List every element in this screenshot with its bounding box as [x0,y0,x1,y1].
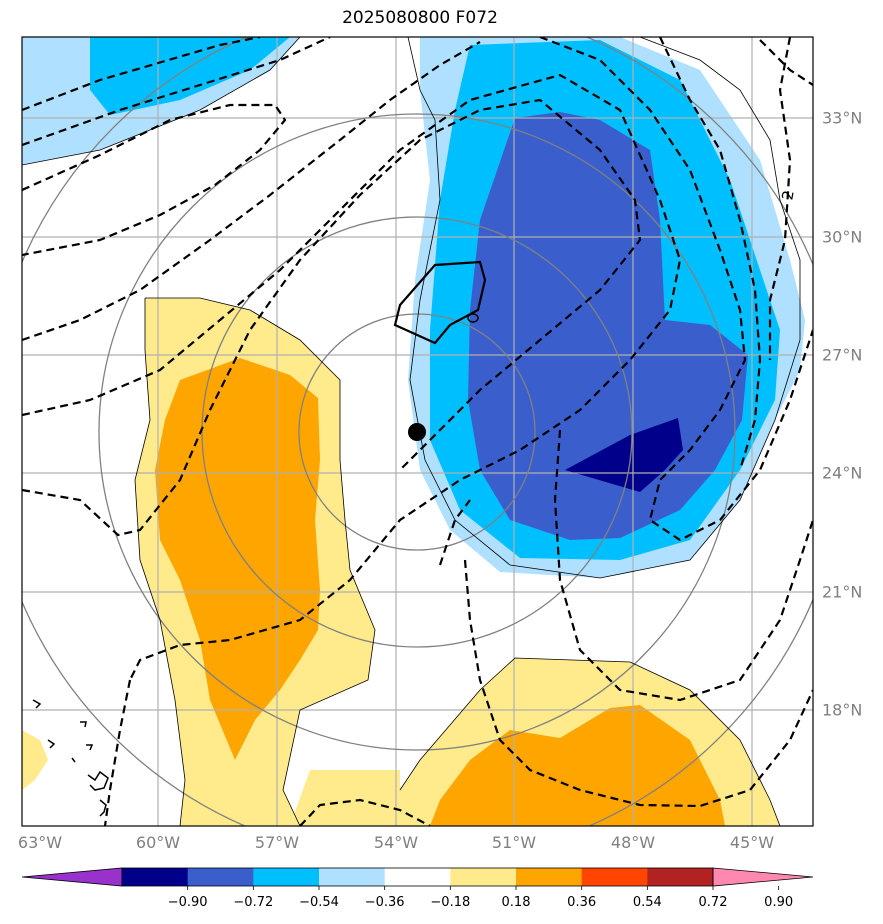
map-title: 2025080800 F072 [342,8,498,28]
lat-label-27n: 27°N [822,345,863,365]
colorbar-tick-label: 0.54 [632,895,662,910]
colorbar-segment [384,868,451,886]
lon-label-48w: 48°W [610,833,656,852]
colorbar-extend-high [712,867,814,887]
shading-orange-south [430,705,725,826]
lon-label-60w: 60°W [135,833,181,852]
colorbar-tick-label: 0.18 [501,895,531,910]
colorbar-outline [121,867,714,887]
colorbar-tick-label: 0.36 [567,895,597,910]
colorbar-tick-label: 0.72 [698,895,728,910]
map-frame [21,36,814,827]
shading-yellow-sw [22,730,48,790]
range-rings [22,37,813,826]
islands [32,699,109,817]
lon-label-63w: 63°W [17,833,63,852]
lon-label-57w: 57°W [254,833,300,852]
lon-label-45w: 45°W [729,833,775,852]
lat-label-33n: 33°N [822,108,863,128]
shading-orange-west [155,358,320,760]
small-contour [467,313,479,323]
lat-label-24n: 24°N [822,463,863,483]
colorbar-segment [647,868,714,886]
colorbar-tick-label: −0.18 [430,895,471,910]
colorbar [21,867,814,890]
colorbar-segment [122,868,189,886]
colorbar-segment [516,868,583,886]
colorbar-segment [187,868,254,886]
lon-label-54w: 54°W [373,833,419,852]
dashed-contours [22,37,813,826]
graticule [22,37,813,826]
forecast-map: 2 [21,36,814,827]
lat-label-30n: 30°N [822,227,863,247]
thin-contours [22,37,801,826]
colorbar-tick-label: −0.36 [364,895,405,910]
solid-contour [393,260,487,345]
contour-label: 2 [778,189,797,202]
colorbar-segment [450,868,517,886]
colorbar-tick-label: −0.54 [299,895,339,910]
colorbar-segment [581,868,648,886]
colorbar-segment [319,868,386,886]
lat-label-18n: 18°N [822,700,863,720]
colorbar-tick-label: 0.90 [764,895,794,910]
shading-sky-blue-west [90,37,290,115]
shading-yellow-bottom [290,770,400,826]
colorbar-tick-label: −0.90 [167,895,208,910]
lat-label-21n: 21°N [822,582,863,602]
colorbar-tick-label: −0.72 [233,895,274,910]
storm-center-marker [408,423,426,441]
lon-label-51w: 51°W [491,833,537,852]
colorbar-extend-low [21,867,123,887]
colorbar-segment [253,868,320,886]
